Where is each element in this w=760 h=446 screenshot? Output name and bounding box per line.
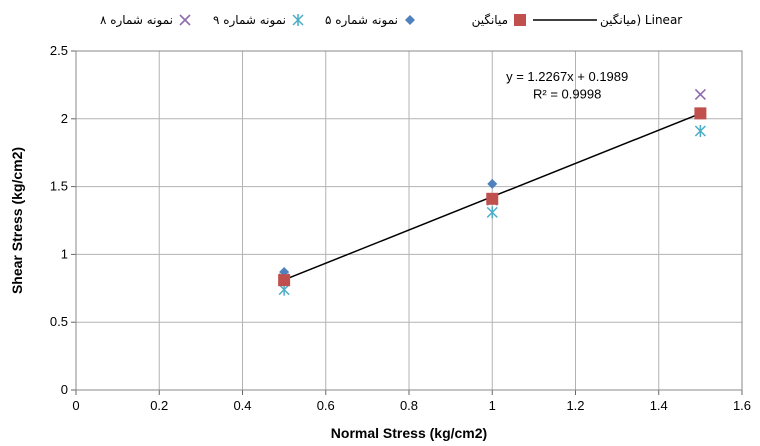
x-tick-label: 1.6 (733, 398, 751, 413)
y-tick-labels: 0 0.5 1 1.5 2 2.5 (50, 43, 68, 397)
x-tick-label: 1.4 (650, 398, 668, 413)
legend-marker-asterisk (292, 14, 304, 26)
x-tick-label: 0.8 (400, 398, 418, 413)
x-tick-label: 0.6 (317, 398, 335, 413)
legend-label: نمونه شماره ۵ (325, 13, 398, 28)
data-point-asterisk (694, 125, 706, 138)
x-tick-label: 1 (489, 398, 496, 413)
legend: میانگین) Linear میانگین نمونه شماره ۵ نمونه… (100, 13, 682, 28)
data-point-asterisk (486, 206, 498, 219)
y-tick-label: 0 (61, 382, 68, 397)
x-tick-label: 0.2 (150, 398, 168, 413)
data-point-square (694, 107, 707, 120)
data-points (278, 88, 707, 296)
x-tick-label: 0.4 (233, 398, 251, 413)
x-tick-label: 0 (72, 398, 79, 413)
legend-label: میانگین (472, 13, 508, 28)
x-tick-labels: 0 0.2 0.4 0.6 0.8 1 1.2 1.4 1.6 (72, 398, 751, 413)
legend-marker-diamond (405, 15, 415, 25)
data-point-square (278, 274, 291, 287)
legend-label: میانگین) Linear (600, 13, 682, 28)
legend-label: نمونه شماره ۸ (100, 13, 173, 28)
legend-marker-square (514, 14, 526, 26)
data-point-diamond (487, 178, 498, 189)
x-tick-label: 1.2 (566, 398, 584, 413)
y-tick-label: 0.5 (50, 314, 68, 329)
y-tick-label: 2 (61, 111, 68, 126)
legend-marker-x (179, 14, 191, 26)
legend-label: نمونه شماره ۹ (213, 13, 286, 28)
plot-border (75, 50, 743, 391)
data-point-x (694, 88, 706, 100)
trendline-r2: R² = 0.9998 (533, 86, 601, 101)
y-tick-label: 1.5 (50, 179, 68, 194)
trendline-equation: y = 1.2267x + 0.1989 (506, 69, 628, 84)
x-axis-title: Normal Stress (kg/cm2) (331, 425, 487, 441)
y-tick-label: 1 (61, 246, 68, 261)
data-point-square (486, 192, 499, 205)
y-axis-title: Shear Stress (kg/cm2) (9, 147, 25, 294)
y-tick-label: 2.5 (50, 43, 68, 58)
